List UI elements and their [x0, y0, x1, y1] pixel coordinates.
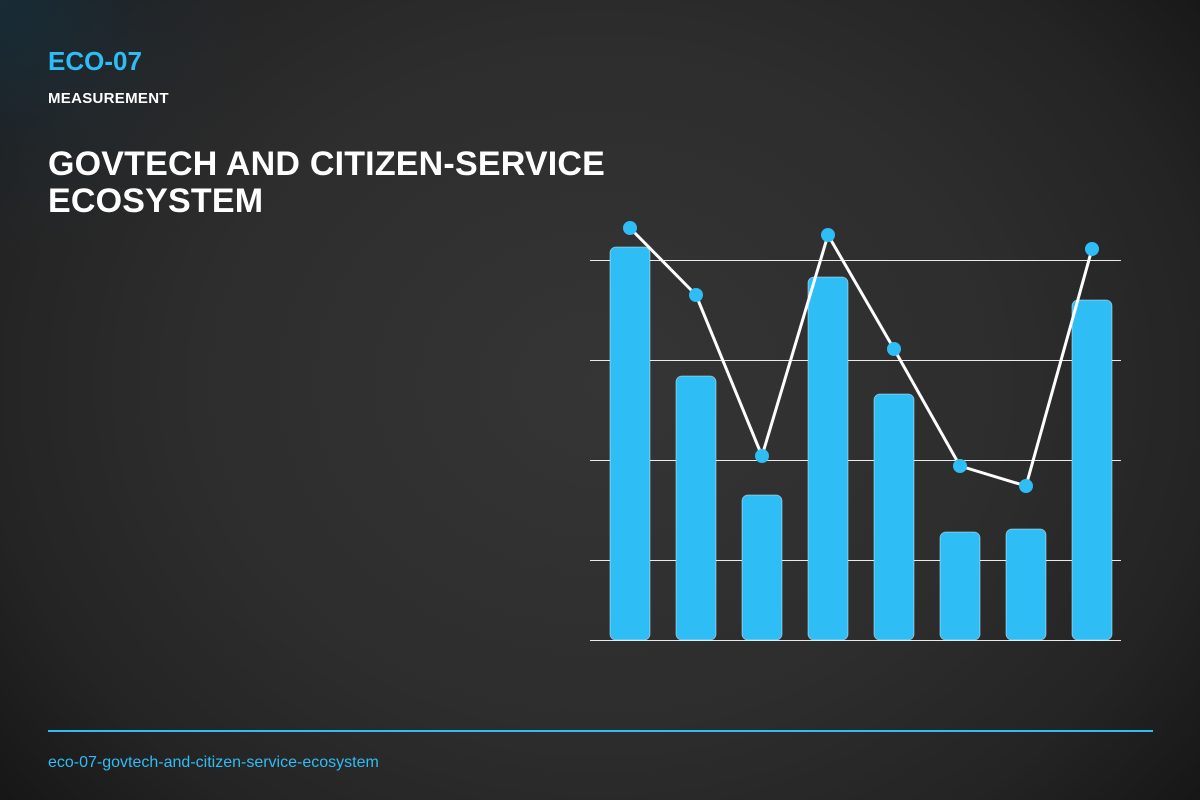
line-series [623, 221, 1099, 493]
slide-code: ECO-07 [48, 46, 142, 76]
bar-3 [741, 494, 783, 641]
bar-8 [1071, 299, 1113, 641]
bar-6 [939, 531, 981, 641]
bar-series [609, 246, 1113, 641]
bar-4 [807, 276, 849, 641]
line-path [628, 226, 1094, 488]
line-point-6 [953, 459, 967, 473]
line-point-4 [821, 228, 835, 242]
line-point-7 [1019, 479, 1033, 493]
bar-2 [675, 375, 717, 641]
footer-slug: eco-07-govtech-and-citizen-service-ecosy… [48, 754, 379, 771]
bar-7 [1005, 528, 1047, 641]
line-point-8 [1085, 242, 1099, 256]
bar-5 [873, 393, 915, 641]
line-point-5 [887, 342, 901, 356]
slide-title: GOVTECH AND CITIZEN-SERVICE ECOSYSTEM [48, 145, 606, 220]
bar-1 [609, 246, 651, 641]
line-point-2 [689, 288, 703, 302]
slide-category: MEASUREMENT [48, 90, 169, 107]
footer-divider [48, 730, 1153, 732]
line-point-3 [755, 449, 769, 463]
line-point-1 [623, 221, 637, 235]
